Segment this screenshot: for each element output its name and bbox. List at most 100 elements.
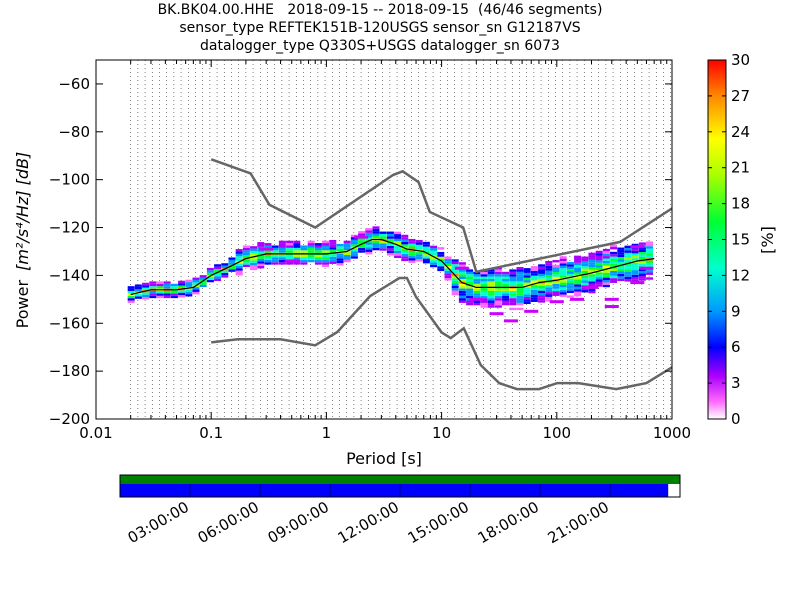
heatmap-cell xyxy=(509,274,517,277)
heatmap-cell xyxy=(530,290,538,293)
heatmap-cell xyxy=(430,257,438,261)
heatmap-cell xyxy=(192,277,200,280)
heatmap-cell xyxy=(631,277,639,280)
heatmap-cell xyxy=(509,300,517,303)
heatmap-cell xyxy=(286,245,294,248)
heatmap-cell-outlier xyxy=(630,245,645,249)
heatmap-cell xyxy=(509,276,517,279)
heatmap-cell xyxy=(646,262,654,266)
heatmap-cell xyxy=(624,255,632,258)
heatmap-cell xyxy=(458,269,466,272)
heatmap-cell xyxy=(156,281,164,284)
heatmap-cell xyxy=(487,300,495,303)
heatmap-cell xyxy=(386,245,394,249)
heatmap-cell xyxy=(451,268,459,272)
heatmap-cell xyxy=(538,266,546,270)
heatmap-cell xyxy=(250,258,258,261)
heatmap-cell xyxy=(473,274,481,277)
heatmap-cell xyxy=(358,231,366,234)
heatmap-cell xyxy=(257,244,265,247)
heatmap-cell xyxy=(206,279,214,283)
heatmap-cell xyxy=(235,251,243,254)
heatmap-cell xyxy=(581,268,589,271)
heatmap-cell xyxy=(581,261,589,264)
heatmap-cell xyxy=(509,283,517,287)
heatmap-cell xyxy=(300,255,308,258)
heatmap-cell xyxy=(530,275,538,279)
heatmap-cell xyxy=(343,255,351,258)
heatmap-cell xyxy=(646,246,654,249)
heatmap-cell xyxy=(134,284,142,287)
heatmap-cell xyxy=(610,258,618,262)
heatmap-cell xyxy=(394,238,402,242)
heatmap-cell xyxy=(322,250,330,253)
heatmap-cell-outlier xyxy=(354,235,369,239)
heatmap-cell xyxy=(631,262,639,266)
heatmap-cell xyxy=(422,258,430,261)
heatmap-cell xyxy=(559,289,567,293)
heatmap-cell xyxy=(638,263,646,267)
heatmap-cell xyxy=(386,233,394,237)
heatmap-cell xyxy=(574,281,582,285)
heatmap-cell xyxy=(408,246,416,249)
heatmap-cell-outlier xyxy=(549,300,564,304)
heatmap-cell xyxy=(624,267,632,270)
heatmap-cell xyxy=(422,249,430,252)
heatmap-cell xyxy=(502,293,510,296)
heatmap-cell xyxy=(538,285,546,289)
colorbar-tick-label: 18 xyxy=(731,195,750,213)
heatmap-cell xyxy=(574,289,582,292)
heatmap-cell xyxy=(127,288,135,291)
heatmap-cell xyxy=(401,258,409,262)
colorbar-label: [%] xyxy=(758,226,777,254)
heatmap-cell xyxy=(494,288,502,291)
heatmap-cell xyxy=(458,288,466,291)
heatmap-cell xyxy=(545,289,553,293)
heatmap-cell xyxy=(631,255,639,259)
heatmap-cell xyxy=(379,233,387,237)
heatmap-cell xyxy=(458,283,466,287)
y-tick-label: −200 xyxy=(49,410,90,428)
heatmap-cell xyxy=(588,264,596,268)
heatmap-cell xyxy=(595,284,603,287)
heatmap-cell xyxy=(278,243,286,246)
heatmap-cell xyxy=(444,278,452,281)
heatmap-cell xyxy=(257,263,265,267)
heatmap-cell xyxy=(293,257,301,260)
heatmap-cell xyxy=(502,278,510,282)
heatmap-cell xyxy=(516,267,524,270)
heatmap-cell xyxy=(343,252,351,256)
colorbar-tick-label: 15 xyxy=(731,231,750,249)
heatmap-cell xyxy=(206,272,214,276)
heatmap-cell xyxy=(624,271,632,275)
heatmap-cell xyxy=(516,302,524,306)
heatmap-cell xyxy=(185,291,193,295)
heatmap-cell xyxy=(487,290,495,294)
heatmap-cell xyxy=(170,293,178,296)
heatmap-cell xyxy=(322,243,330,246)
heatmap-cell xyxy=(336,246,344,249)
heatmap-cell xyxy=(257,266,265,269)
heatmap-cell xyxy=(372,243,380,246)
heatmap-cell xyxy=(214,276,222,279)
heatmap-cell xyxy=(149,283,157,287)
heatmap-cell xyxy=(638,249,646,253)
colorbar-tick-label: 12 xyxy=(731,266,750,284)
heatmap-cell xyxy=(523,270,531,273)
heatmap-cell xyxy=(322,262,330,265)
heatmap-cell xyxy=(250,250,258,254)
heatmap-cell xyxy=(473,288,481,291)
heatmap-cell xyxy=(559,263,567,266)
heatmap-cell xyxy=(386,236,394,239)
heatmap-cell xyxy=(192,287,200,290)
heatmap-cell xyxy=(523,301,531,305)
heatmap-cell xyxy=(602,251,610,254)
heatmap-cell xyxy=(538,271,546,274)
heatmap-cell xyxy=(466,281,474,284)
heatmap-cell xyxy=(480,274,488,277)
x-tick-label: 100 xyxy=(542,424,571,442)
heatmap-cell xyxy=(545,263,553,266)
heatmap-cell xyxy=(610,254,618,257)
y-tick-label: −100 xyxy=(49,171,90,189)
heatmap-cell xyxy=(602,270,610,273)
